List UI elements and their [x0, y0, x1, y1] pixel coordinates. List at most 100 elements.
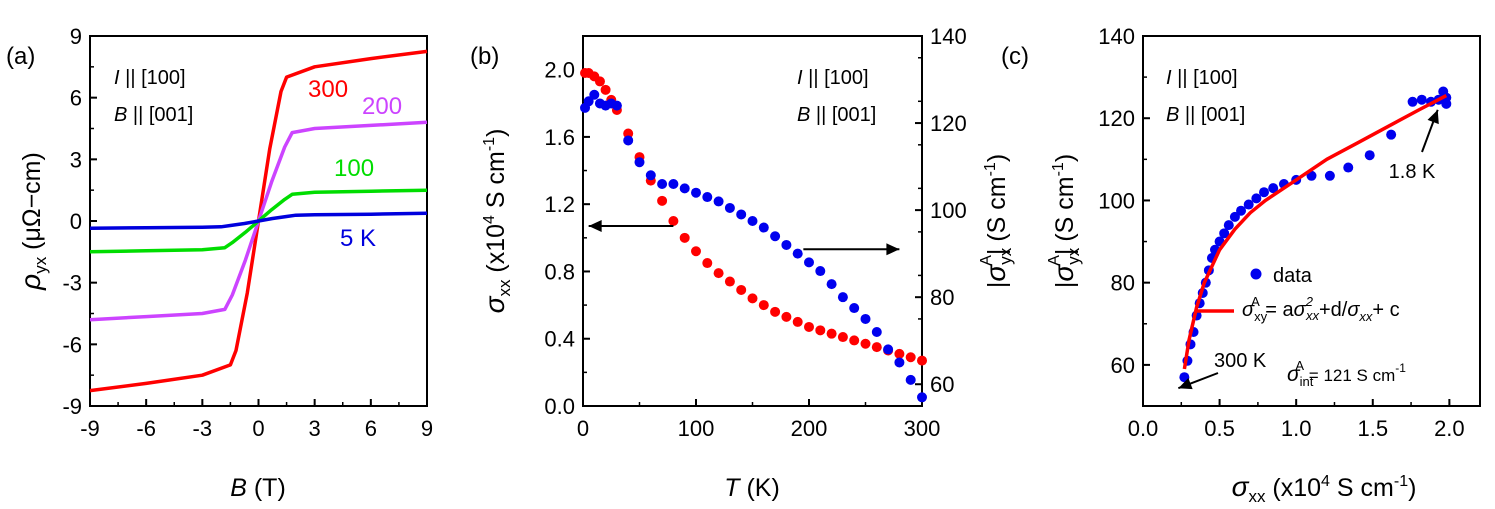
- sigma-yx-point: [679, 183, 690, 194]
- series-line-5-K: [89, 211, 428, 230]
- series-label: 100: [334, 155, 374, 182]
- x-tick-label: 2.0: [1434, 416, 1465, 441]
- sigma-xx-point: [804, 321, 814, 332]
- annotation: I || [100]: [797, 67, 869, 89]
- y-tick-label: 60: [930, 372, 954, 397]
- y-tick-label: 0: [70, 209, 82, 234]
- data-point: [1243, 199, 1254, 210]
- x-tick-label: 3: [309, 416, 321, 441]
- x-tick-label: -6: [136, 416, 156, 441]
- y-axis-label-left: σxx (x104 S cm-1): [479, 129, 514, 314]
- panel-c-frame: [1142, 35, 1481, 407]
- panel-b-conductivity-chart: 0 100 200 300 0.0 0.4 0.8 1.2 1.6 2.0 60 80 100 120 14…: [470, 24, 1015, 502]
- sigma-xx-point: [917, 355, 927, 366]
- data-point: [1364, 150, 1375, 161]
- data-point: [1236, 205, 1247, 216]
- sigma-xx-point: [747, 293, 758, 304]
- sigma-yx-point: [702, 192, 713, 203]
- y-tick-label: -3: [62, 271, 82, 296]
- panel-label: (b): [470, 43, 499, 70]
- sigma-xx-point: [815, 325, 826, 336]
- y-tick-label: 140: [930, 24, 967, 49]
- y-axis-label: |σyxA| (S cm-1): [1046, 154, 1083, 288]
- annotation: I || [100]: [1166, 67, 1238, 89]
- sigma-yx-point: [634, 157, 645, 168]
- y-tick-label: 1.2: [544, 192, 575, 217]
- x-tick-label: 200: [791, 416, 828, 441]
- y-tick-label: 120: [1098, 106, 1135, 131]
- annotation: B || [001]: [114, 104, 193, 126]
- data-point: [1386, 129, 1397, 140]
- data-point: [1416, 94, 1427, 105]
- sigma-xx-point: [702, 258, 713, 269]
- point-arrow-1-8K-head: [1427, 109, 1439, 125]
- sigma-xx-point: [837, 332, 848, 343]
- legend-data-label: data: [1273, 265, 1313, 287]
- sigma-yx-point: [611, 100, 622, 111]
- x-axis-label: σxx (x104 S cm-1): [1232, 471, 1417, 506]
- sigma-xx-point: [770, 306, 781, 317]
- x-tick-label: 1.5: [1357, 416, 1388, 441]
- fit-line: [1182, 94, 1448, 370]
- y-tick-label: 140: [1098, 24, 1135, 49]
- x-tick-label: 100: [678, 416, 715, 441]
- y-tick-label: 0.0: [544, 394, 575, 419]
- sigma-xx-point: [792, 316, 803, 327]
- point-label-300K: 300 K: [1214, 350, 1267, 372]
- sigma-yx-point: [668, 179, 679, 189]
- annotation: B || [001]: [1166, 104, 1245, 126]
- sigma-yx-point: [792, 248, 803, 259]
- data-point: [1229, 211, 1240, 222]
- sigma-yx-point: [860, 313, 871, 324]
- sigma-xx-point: [736, 284, 747, 295]
- sigma-xx-point: [849, 335, 860, 346]
- y-tick-label: 80: [1111, 271, 1135, 296]
- sigma-yx-point: [736, 209, 747, 220]
- x-tick-label: 9: [421, 416, 433, 441]
- series-label: 200: [362, 93, 402, 120]
- sigma-yx-point: [894, 357, 905, 368]
- sigma-yx-point: [623, 135, 634, 146]
- sigma-yx-point: [747, 216, 758, 226]
- annotation: B || [001]: [797, 104, 876, 126]
- data-point: [1343, 162, 1354, 173]
- y-tick-label: 80: [930, 285, 954, 310]
- sigma-xx-point: [894, 348, 905, 359]
- panel-label: (c): [1001, 43, 1029, 70]
- sigma-yx-point: [815, 266, 826, 277]
- sigma-xx-point: [668, 216, 679, 226]
- sigma-yx-point: [691, 187, 701, 198]
- x-tick-label: 1.0: [1281, 416, 1312, 441]
- y-axis-label: ρyx (μΩ−cm): [15, 152, 50, 291]
- panel-a-resistivity-chart: -9 -6 -3 0 3 6 9 -9 -6 -3 0 3 6 9 300 200 100 5 K I || [10…: [6, 24, 433, 502]
- sigma-yx-point: [837, 292, 848, 303]
- sigma-xx-point: [594, 76, 605, 87]
- y-tick-label: 120: [930, 111, 967, 136]
- sigma-xx-point: [600, 84, 611, 95]
- data-point: [1251, 193, 1262, 204]
- axis-arrow-head: [886, 243, 900, 256]
- y-tick-label: -9: [62, 394, 82, 419]
- x-tick-label: 300: [904, 416, 941, 441]
- panel-label: (a): [6, 43, 35, 70]
- x-tick-label: 6: [365, 416, 377, 441]
- sigma-xx-point: [623, 128, 634, 139]
- data-point: [1223, 220, 1234, 231]
- data-point: [1259, 187, 1270, 198]
- sigma-yx-point: [645, 170, 656, 181]
- sigma-yx-point: [781, 239, 792, 250]
- x-axis-label: T (K): [724, 474, 780, 502]
- legend-data-marker: [1250, 268, 1262, 280]
- sigma-xx-point: [758, 300, 769, 311]
- sigma-xx-point: [724, 276, 735, 287]
- sigma-yx-point: [917, 392, 927, 403]
- sigma-yx-point: [713, 196, 724, 207]
- panel-c-scaling-chart: 0.0 0.5 1.0 1.5 2.0 60 80 100 120 140 I || [100] B …: [1001, 24, 1481, 506]
- x-tick-label: 0: [577, 416, 589, 441]
- x-tick-label: 0.5: [1204, 416, 1235, 441]
- x-tick-label: -3: [193, 416, 213, 441]
- y-tick-label: 2.0: [544, 58, 575, 83]
- point-arrow-300K-head: [1178, 377, 1193, 390]
- sigma-xx-point: [781, 311, 792, 322]
